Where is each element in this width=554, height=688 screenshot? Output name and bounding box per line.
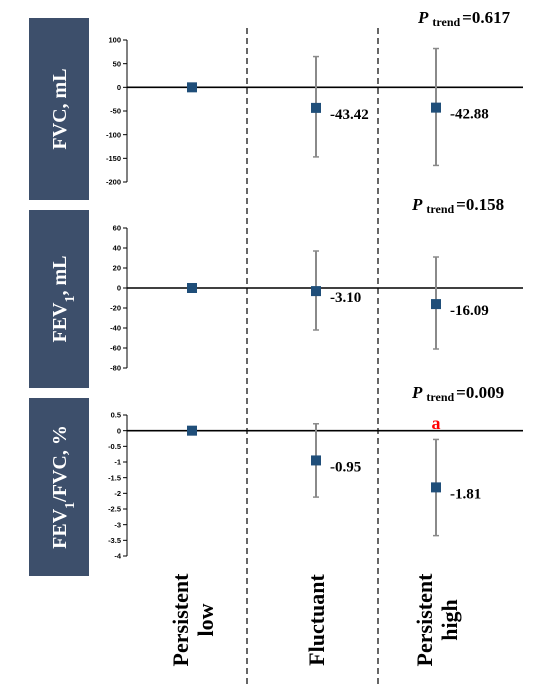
panel-ylabel: FVC, mL xyxy=(49,68,71,149)
panel-1: FVC, mL 100 50 0 -50 -100 -150 -200 -43.42 -42.88… xyxy=(29,8,523,200)
p-trend-p: P xyxy=(417,8,429,27)
y-tick-label: -0.5 xyxy=(108,442,121,451)
ylabel-main: FVC, mL xyxy=(49,68,71,149)
category-label: Persistentlow xyxy=(168,573,218,667)
panel-label-box xyxy=(29,18,89,200)
ylabel-tail: /FVC, % xyxy=(49,425,71,503)
p-trend-sub: trend xyxy=(426,390,454,404)
category-label-line: high xyxy=(437,599,462,641)
value-label: -42.88 xyxy=(450,107,489,123)
value-label: -3.10 xyxy=(330,290,361,306)
y-tick-label: -2.5 xyxy=(108,505,121,514)
data-point xyxy=(311,455,321,466)
y-tick-label: -2 xyxy=(114,489,121,498)
y-tick-label: -4 xyxy=(114,552,121,561)
y-tick-label: 0 xyxy=(117,83,121,92)
p-trend-p: P xyxy=(411,383,423,402)
data-point xyxy=(187,82,197,93)
data-point xyxy=(431,102,441,113)
panel-ylabel: FEV1, mL xyxy=(49,256,78,343)
ylabel-subscript: 1 xyxy=(63,502,78,509)
p-trend-sub: trend xyxy=(432,15,460,29)
data-point xyxy=(187,283,197,293)
p-trend-value: =0.158 xyxy=(456,195,504,214)
category-label: Persistenthigh xyxy=(412,573,462,667)
category-label-line: Fluctuant xyxy=(304,573,329,665)
y-tick-label: -3 xyxy=(114,520,121,529)
data-point xyxy=(311,286,321,297)
y-tick-label: 100 xyxy=(108,36,121,45)
panel-label-box xyxy=(29,210,89,388)
y-tick-label: -50 xyxy=(110,107,121,116)
y-tick-label: 40 xyxy=(113,244,121,253)
y-tick-label: -80 xyxy=(110,364,121,373)
p-trend-sub: trend xyxy=(426,202,454,216)
category-label-line: Persistent xyxy=(412,573,437,667)
panel-3: FEV1/FVC, % 0.5 0 -0.5 -1 -1.5 -2 -2.5 -3 -3.5 -4 -… xyxy=(29,383,523,576)
y-tick-label: -20 xyxy=(110,304,121,313)
y-tick-label: 0 xyxy=(117,426,121,435)
y-tick-label: -100 xyxy=(106,130,121,139)
category-label-line: Persistent xyxy=(168,573,193,667)
panel-ylabel: FEV1/FVC, % xyxy=(49,425,78,549)
panel-label-box xyxy=(29,398,89,576)
data-point xyxy=(311,102,321,113)
y-tick-label: 60 xyxy=(113,224,121,233)
ylabel-tail: , mL xyxy=(49,256,71,296)
y-tick-label: -1 xyxy=(114,458,121,467)
ylabel-main: FEV xyxy=(49,302,71,343)
p-trend-p: P xyxy=(411,195,423,214)
significance-annotation: a xyxy=(432,413,441,433)
y-tick-label: -3.5 xyxy=(108,536,121,545)
value-label: -16.09 xyxy=(450,303,489,319)
data-point xyxy=(431,482,441,493)
value-label: -43.42 xyxy=(330,107,369,123)
p-trend-value: =0.617 xyxy=(462,8,510,27)
data-point xyxy=(187,425,197,436)
y-tick-label: -60 xyxy=(110,344,121,353)
category-label-line: low xyxy=(193,603,218,636)
y-tick-label: 0 xyxy=(117,284,121,293)
ylabel-main: FEV xyxy=(49,508,71,549)
y-tick-label: -200 xyxy=(106,178,121,187)
value-label: -0.95 xyxy=(330,459,361,475)
y-tick-label: 50 xyxy=(113,59,121,68)
data-point xyxy=(431,299,441,310)
y-tick-label: -1.5 xyxy=(108,473,121,482)
y-tick-label: -150 xyxy=(106,154,121,163)
y-tick-label: 20 xyxy=(113,264,121,273)
y-tick-label: -40 xyxy=(110,324,121,333)
y-tick-label: 0.5 xyxy=(111,411,121,420)
category-label: Fluctuant xyxy=(304,573,329,665)
panel-2: FEV1, mL 60 40 20 0 -20 -40 -60 -80 -3.10 -16.09 P t… xyxy=(29,195,523,388)
p-trend-value: =0.009 xyxy=(456,383,504,402)
ylabel-subscript: 1 xyxy=(63,296,78,303)
value-label: -1.81 xyxy=(450,486,481,502)
